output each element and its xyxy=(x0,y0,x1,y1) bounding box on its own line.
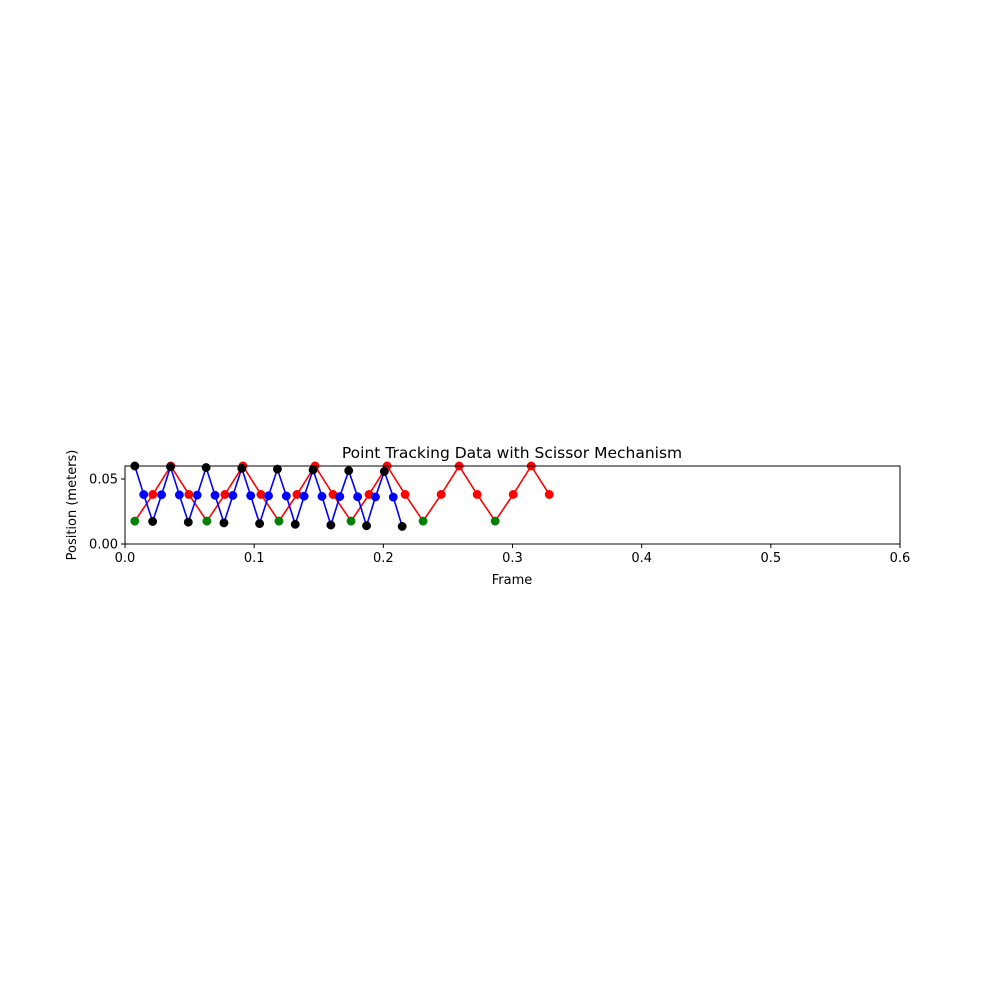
data-point xyxy=(335,492,345,502)
data-point xyxy=(418,516,428,526)
data-point xyxy=(281,491,291,501)
y-axis-label: Position (meters) xyxy=(65,450,80,561)
data-point xyxy=(130,516,140,526)
data-point xyxy=(210,490,220,500)
data-point xyxy=(299,491,309,501)
series-line xyxy=(134,464,550,523)
data-point xyxy=(397,522,407,531)
data-point xyxy=(272,464,282,474)
data-point xyxy=(326,520,336,530)
data-point xyxy=(346,516,356,526)
y-tick-label: 0.00 xyxy=(89,538,118,553)
x-axis: 0.0 0.1 0.2 0.3 0.4 0.5 0.6 xyxy=(115,544,911,566)
x-tick-label: 0.3 xyxy=(502,551,523,566)
data-point xyxy=(157,490,167,500)
data-point xyxy=(139,490,149,500)
data-point xyxy=(255,519,265,529)
data-point xyxy=(344,466,354,476)
data-point xyxy=(362,521,371,531)
data-point xyxy=(290,519,300,529)
data-point xyxy=(308,465,318,475)
data-point xyxy=(201,463,211,473)
data-point xyxy=(183,517,193,527)
plot-frame xyxy=(124,465,901,545)
x-tick-label: 0.5 xyxy=(760,551,781,566)
data-point xyxy=(148,490,158,499)
data-point xyxy=(371,492,380,502)
x-tick-label: 0.4 xyxy=(631,551,652,566)
y-axis: 0.00 0.05 xyxy=(89,473,125,553)
data-point xyxy=(202,516,212,526)
data-point xyxy=(379,467,389,476)
data-point xyxy=(148,517,158,526)
data-point xyxy=(353,492,363,502)
data-point xyxy=(174,490,184,500)
series-1 xyxy=(130,461,554,526)
data-point xyxy=(274,516,284,526)
data-point xyxy=(219,518,229,528)
x-axis-label: Frame xyxy=(492,573,533,588)
data-point xyxy=(220,490,230,499)
data-point xyxy=(472,490,482,499)
data-point xyxy=(400,490,410,499)
x-tick-label: 0.1 xyxy=(244,551,265,566)
data-point xyxy=(264,491,273,501)
data-point xyxy=(544,490,554,499)
data-point xyxy=(228,491,238,500)
x-tick-label: 0.6 xyxy=(890,551,911,566)
data-point xyxy=(317,491,327,501)
data-point xyxy=(237,463,247,473)
data-point xyxy=(184,490,194,499)
data-point xyxy=(246,491,256,501)
data-point xyxy=(508,490,518,499)
data-point xyxy=(436,490,446,499)
y-tick-label: 0.05 xyxy=(89,473,118,488)
data-point xyxy=(256,490,266,499)
x-tick-label: 0.2 xyxy=(373,551,394,566)
data-point xyxy=(490,516,500,526)
data-point xyxy=(388,492,398,502)
data-point xyxy=(166,462,175,472)
x-tick-label: 0.0 xyxy=(115,551,136,566)
data-point xyxy=(192,490,202,500)
chart-title: Point Tracking Data with Scissor Mechani… xyxy=(342,444,682,462)
series-layer xyxy=(130,461,554,531)
